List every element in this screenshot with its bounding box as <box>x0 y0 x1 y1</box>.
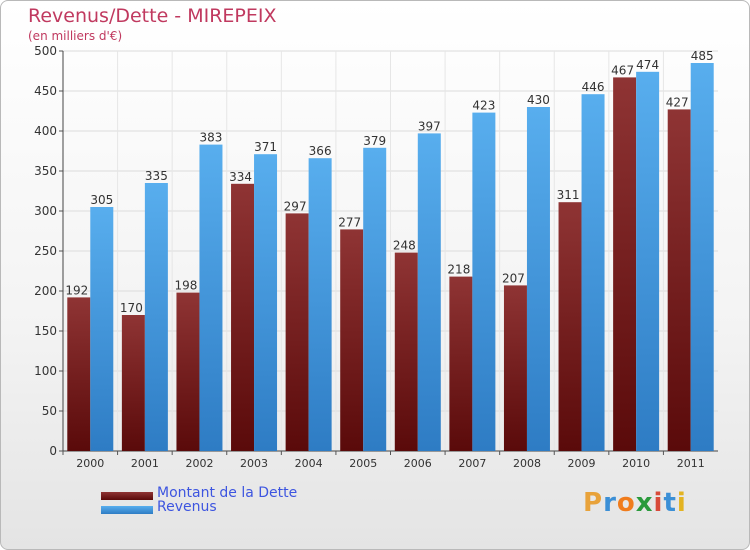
data-label-revenus: 430 <box>527 93 550 107</box>
bar-debt <box>67 297 91 451</box>
logo-letter: r <box>603 488 617 518</box>
x-tick-label: 2010 <box>622 457 650 470</box>
legend-swatch-debt <box>101 492 153 500</box>
y-tick-label: 100 <box>34 364 57 378</box>
bar-debt <box>449 276 473 451</box>
data-label-revenus: 383 <box>200 131 223 145</box>
bar-revenus <box>417 133 441 451</box>
bar-revenus <box>363 147 387 452</box>
logo-letter: i <box>676 488 687 518</box>
x-tick-label: 2001 <box>131 457 159 470</box>
bar-revenus <box>90 207 114 451</box>
data-label-debt: 311 <box>557 188 580 202</box>
data-label-debt: 334 <box>229 170 252 184</box>
data-label-debt: 218 <box>447 263 470 277</box>
bar-debt <box>558 202 582 451</box>
y-tick-label: 400 <box>34 124 57 138</box>
y-tick-label: 300 <box>34 204 57 218</box>
data-label-debt: 467 <box>611 63 634 77</box>
bar-debt <box>121 315 145 451</box>
x-tick-label: 2011 <box>677 457 705 470</box>
bar-debt <box>667 109 691 452</box>
bar-revenus <box>472 112 496 451</box>
y-tick-label: 350 <box>34 164 57 178</box>
x-tick-label: 2002 <box>185 457 213 470</box>
x-tick-label: 2005 <box>349 457 377 470</box>
bar-debt <box>176 292 200 451</box>
chart-title: Revenus/Dette - MIREPEIX <box>28 5 277 27</box>
logo-letter: t <box>663 488 677 518</box>
data-label-revenus: 423 <box>472 99 495 113</box>
data-label-revenus: 335 <box>145 169 168 183</box>
data-label-debt: 192 <box>65 283 88 297</box>
data-label-debt: 248 <box>393 239 416 253</box>
bar-debt <box>285 213 309 451</box>
y-tick-label: 0 <box>49 444 57 458</box>
legend-label-revenus: Revenus <box>157 499 217 515</box>
bar-revenus <box>254 154 278 451</box>
bar-debt <box>503 285 527 451</box>
data-label-revenus: 379 <box>363 134 386 148</box>
chart-subtitle: (en milliers d'€) <box>28 29 123 43</box>
data-label-revenus: 474 <box>636 58 659 72</box>
grid-lines <box>63 50 718 451</box>
x-tick-label: 2008 <box>513 457 541 470</box>
data-label-debt: 427 <box>666 95 689 109</box>
logo-letter: x <box>635 488 654 518</box>
data-label-revenus: 446 <box>582 80 605 94</box>
y-tick-label: 150 <box>34 324 57 338</box>
bar-debt <box>613 77 637 452</box>
data-label-revenus: 397 <box>418 119 441 133</box>
bar-revenus <box>636 71 660 452</box>
bars <box>67 63 714 452</box>
data-label-debt: 297 <box>284 199 307 213</box>
x-tick-label: 2003 <box>240 457 268 470</box>
bar-debt <box>340 229 364 451</box>
x-tick-label: 2006 <box>404 457 432 470</box>
logo-letter: i <box>653 488 664 518</box>
legend-label-debt: Montant de la Dette <box>157 485 298 501</box>
bar-revenus <box>199 144 223 451</box>
data-label-debt: 170 <box>120 301 143 315</box>
data-label-revenus: 366 <box>309 144 332 158</box>
y-tick-label: 200 <box>34 284 57 298</box>
axes: 0 50 100 150 200 250 300 350 400 450 500 2000 2001 20… <box>34 44 718 470</box>
bar-debt <box>231 183 255 452</box>
bar-revenus <box>526 107 550 451</box>
bar-revenus <box>690 63 714 451</box>
proxiti-logo: Proxiti <box>583 488 687 518</box>
x-tick-label: 2007 <box>458 457 486 470</box>
x-tick-label: 2009 <box>568 457 596 470</box>
x-tick-label: 2004 <box>295 457 323 470</box>
bar-revenus <box>581 94 605 451</box>
y-tick-label: 250 <box>34 244 57 258</box>
data-label-debt: 277 <box>338 215 361 229</box>
bar-revenus <box>308 158 332 451</box>
data-label-revenus: 371 <box>254 140 277 154</box>
y-tick-label: 50 <box>42 404 57 418</box>
logo-letter: o <box>616 488 636 518</box>
data-label-debt: 198 <box>175 279 198 293</box>
data-label-revenus: 485 <box>691 49 714 63</box>
bar-revenus <box>144 183 168 451</box>
bar-debt <box>394 252 418 451</box>
data-labels: 192 305 170 335 198 383 334 371 297 366 277 379 248 3… <box>65 49 713 315</box>
data-label-debt: 207 <box>502 271 525 285</box>
y-tick-label: 500 <box>34 44 57 58</box>
y-tick-label: 450 <box>34 84 57 98</box>
x-tick-label: 2000 <box>76 457 104 470</box>
legend-swatch-revenus <box>101 506 153 514</box>
data-label-revenus: 305 <box>90 193 113 207</box>
logo-letter: P <box>583 488 604 518</box>
